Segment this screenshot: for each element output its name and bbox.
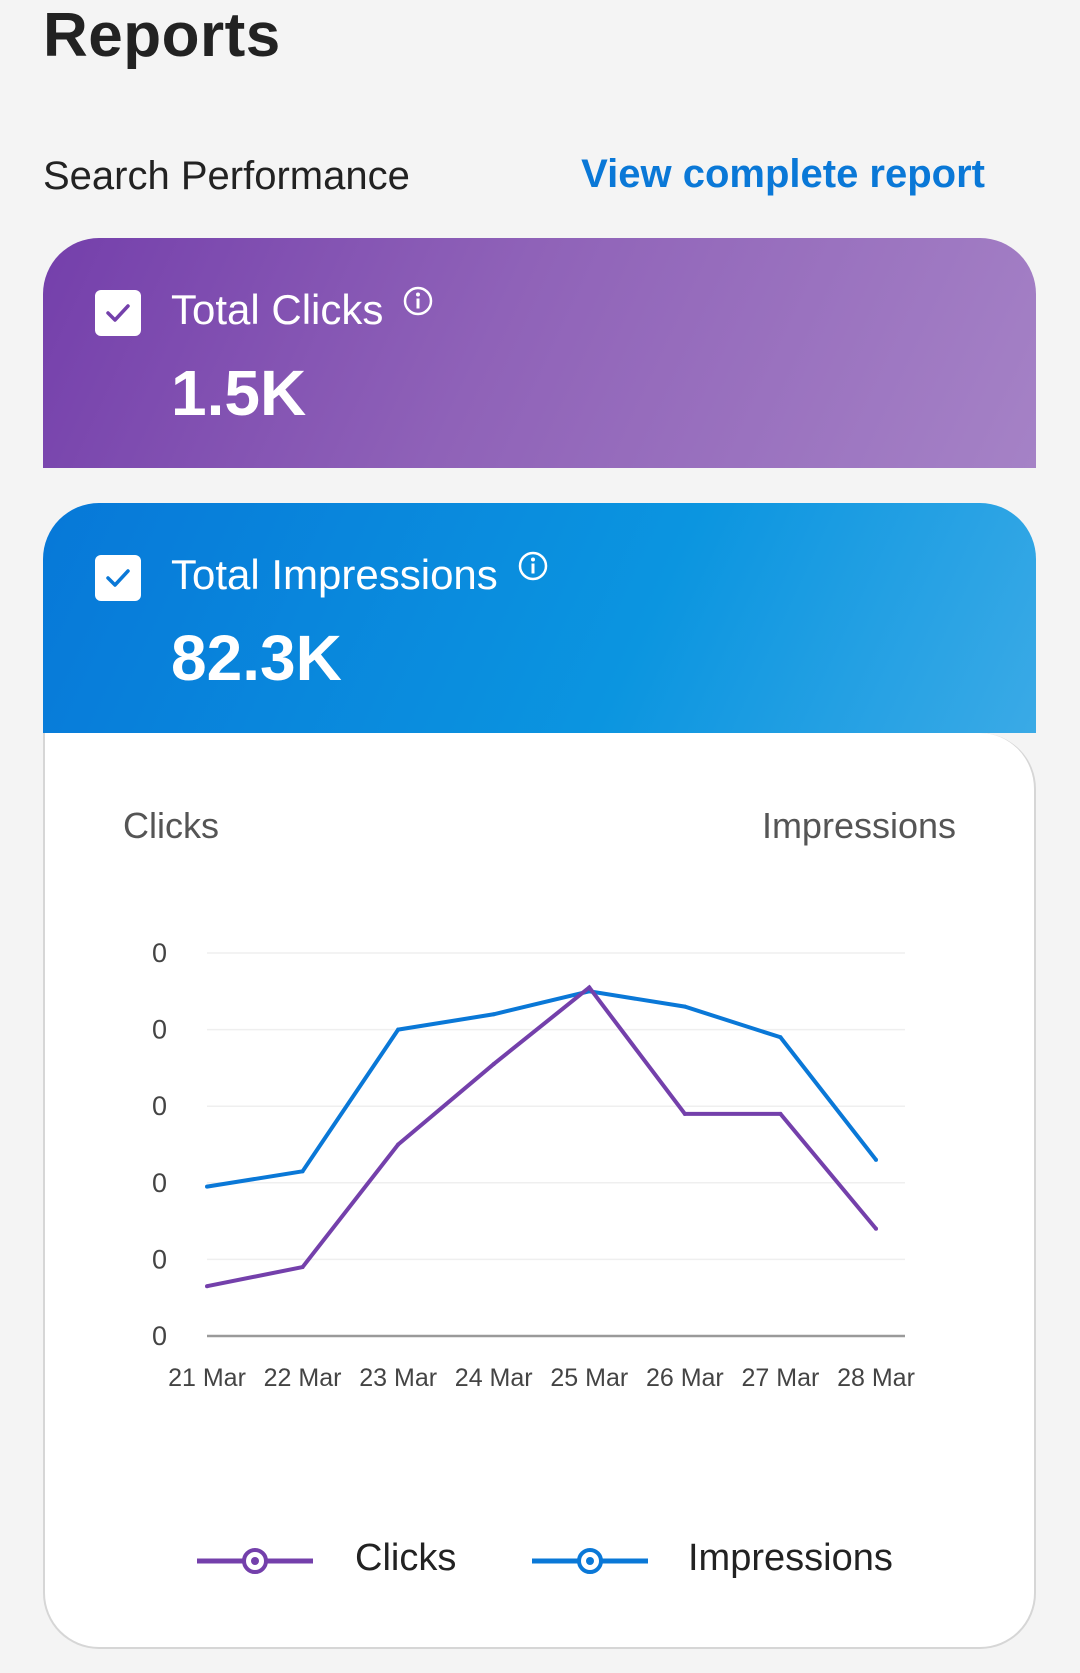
total-clicks-label: Total Clicks <box>171 286 384 333</box>
y-tick-label: 0 <box>152 1015 167 1045</box>
left-axis-title: Clicks <box>123 805 219 846</box>
check-icon <box>106 304 130 322</box>
data-point-clicks[interactable] <box>874 1226 878 1231</box>
total-impressions-label-row: Total Impressions <box>171 551 548 599</box>
total-clicks-value: 1.5K <box>171 357 307 429</box>
section-header: Search Performance View complete report <box>43 148 993 208</box>
data-point-impressions[interactable] <box>396 1027 401 1032</box>
check-icon <box>106 569 130 587</box>
data-point-clicks[interactable] <box>587 985 592 990</box>
x-tick-label: 27 Mar <box>742 1364 820 1392</box>
info-icon[interactable] <box>518 551 548 581</box>
section-title: Search Performance <box>43 154 410 198</box>
data-point-clicks[interactable] <box>491 1062 496 1067</box>
page-title: Reports <box>43 1 281 70</box>
data-point-impressions[interactable] <box>874 1157 878 1162</box>
y-tick-label: 0 <box>152 1091 167 1121</box>
data-point-clicks[interactable] <box>205 1284 209 1289</box>
total-clicks-label-row: Total Clicks <box>171 286 433 334</box>
right-axis-title: Impressions <box>761 805 956 846</box>
series-line-clicks <box>206 984 878 1289</box>
chart-legend: Clicks Impressions <box>195 1533 915 1593</box>
legend-label-impressions: Impressions <box>688 1537 893 1579</box>
x-tick-label: 22 Mar <box>264 1364 342 1392</box>
legend-swatch-impressions <box>532 1548 648 1574</box>
data-point-impressions[interactable] <box>205 1184 209 1189</box>
legend-label-clicks: Clicks <box>355 1537 457 1579</box>
x-tick-label: 21 Mar <box>168 1364 246 1392</box>
data-point-impressions[interactable] <box>778 1035 783 1040</box>
legend-swatch-clicks <box>197 1548 313 1574</box>
data-point-clicks[interactable] <box>396 1142 401 1147</box>
total-impressions-card[interactable]: Total Impressions 82.3K <box>43 503 1036 733</box>
x-tick-label: 25 Mar <box>550 1364 628 1392</box>
clicks-checkbox[interactable] <box>95 290 141 336</box>
x-tick-label: 23 Mar <box>359 1364 437 1392</box>
data-point-clicks[interactable] <box>300 1265 305 1270</box>
data-point-clicks[interactable] <box>778 1111 783 1116</box>
x-tick-label: 28 Mar <box>837 1364 915 1392</box>
total-clicks-card[interactable]: Total Clicks 1.5K <box>43 238 1036 468</box>
legend-item-clicks[interactable]: Clicks <box>195 1533 457 1593</box>
y-tick-label: 0 <box>152 1244 167 1274</box>
info-icon[interactable] <box>403 286 433 316</box>
data-point-clicks[interactable] <box>682 1111 687 1116</box>
total-impressions-label: Total Impressions <box>171 551 498 598</box>
chart-card: Clicks Impressions 0 0 0 0 0 0 21 Mar 22 Mar 23 … <box>43 733 1036 1649</box>
y-tick-label: 0 <box>152 938 167 968</box>
x-tick-label: 26 Mar <box>646 1364 724 1392</box>
x-tick-label: 24 Mar <box>455 1364 533 1392</box>
y-tick-label: 0 <box>152 1321 167 1351</box>
series-line-impressions <box>206 989 878 1189</box>
data-point-impressions[interactable] <box>300 1169 305 1174</box>
data-point-impressions[interactable] <box>682 1004 687 1009</box>
legend-item-impressions[interactable]: Impressions <box>530 1533 915 1593</box>
y-tick-label: 0 <box>152 1168 167 1198</box>
impressions-checkbox[interactable] <box>95 555 141 601</box>
view-complete-report-link[interactable]: View complete report <box>581 152 985 196</box>
total-impressions-value: 82.3K <box>171 622 342 694</box>
data-point-impressions[interactable] <box>491 1012 496 1017</box>
